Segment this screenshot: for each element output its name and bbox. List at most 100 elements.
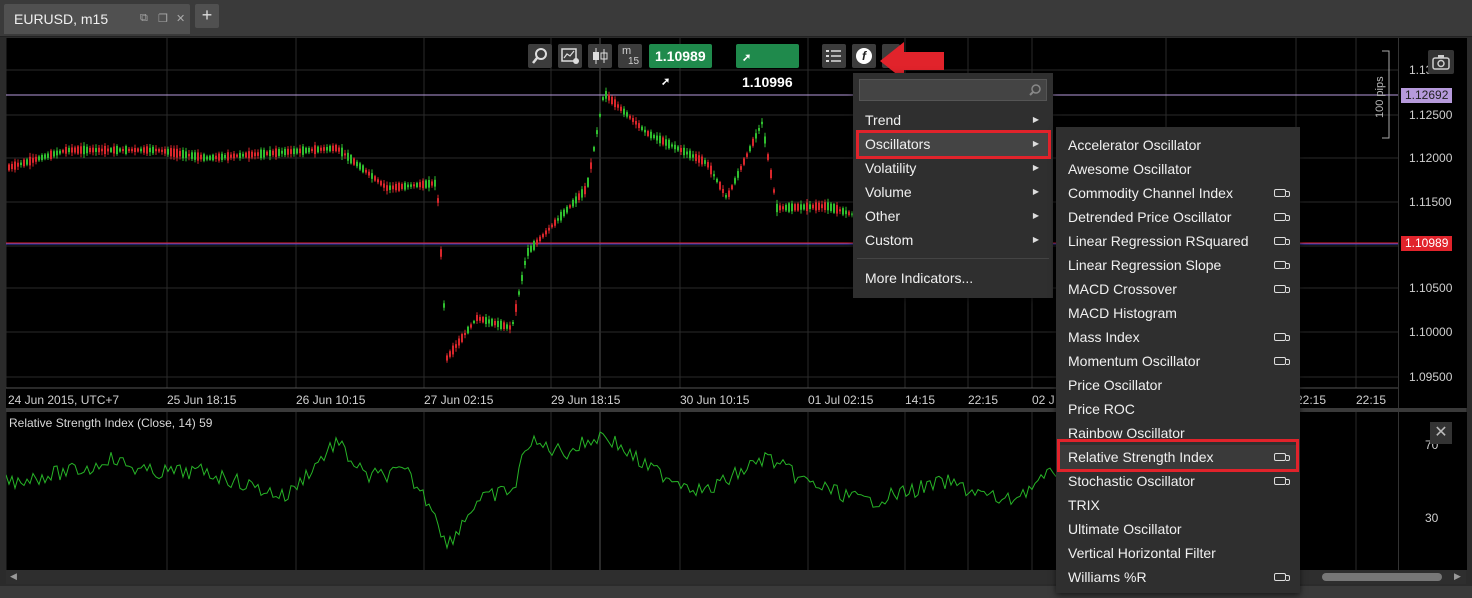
price-axis[interactable]: 1.130001.125001.120001.115001.110001.105… xyxy=(1398,38,1467,408)
time-tick: 25 Jun 18:15 xyxy=(167,393,237,407)
scroll-left-icon[interactable]: ◀ xyxy=(10,571,17,581)
zoom-button[interactable] xyxy=(528,44,552,68)
menu-item-more-indicators[interactable]: More Indicators... xyxy=(857,266,1049,290)
submenu-item[interactable]: MACD Crossover xyxy=(1060,277,1296,301)
submenu-item[interactable]: Williams %R xyxy=(1060,565,1296,589)
candle-body xyxy=(167,148,169,155)
close-indicator-button[interactable]: ✕ xyxy=(1430,422,1452,444)
popout-icon[interactable]: ⧉ xyxy=(140,12,148,24)
candle-body xyxy=(821,204,823,209)
video-tutorial-icon[interactable] xyxy=(1274,453,1290,461)
candle-body xyxy=(728,190,730,197)
candle-body xyxy=(542,234,544,238)
video-tutorial-icon[interactable] xyxy=(1274,189,1290,197)
submenu-item[interactable]: Ultimate Oscillator xyxy=(1060,517,1296,541)
restore-icon[interactable]: ❐ xyxy=(158,13,168,25)
submenu-item[interactable]: Stochastic Oscillator xyxy=(1060,469,1296,493)
time-tick: 29 Jun 18:15 xyxy=(551,393,621,407)
panel-splitter[interactable] xyxy=(6,408,1466,412)
candle-body xyxy=(668,139,670,149)
candle-body xyxy=(767,154,769,160)
candle-body xyxy=(278,148,280,156)
candle-body xyxy=(638,123,640,128)
video-tutorial-icon[interactable] xyxy=(1274,357,1290,365)
candle-body xyxy=(425,180,427,188)
submenu-item[interactable]: Price ROC xyxy=(1060,397,1296,421)
time-tick: 30 Jun 10:15 xyxy=(680,393,750,407)
submenu-item[interactable]: Price Oscillator xyxy=(1060,373,1296,397)
candle-body xyxy=(203,154,205,161)
sell-price: 1.10989 xyxy=(655,48,706,64)
candle-body xyxy=(65,146,67,154)
candle-body xyxy=(32,157,34,163)
video-tutorial-icon[interactable] xyxy=(1274,285,1290,293)
close-icon[interactable]: ✕ xyxy=(176,13,186,25)
submenu-item[interactable]: Momentum Oscillator xyxy=(1060,349,1296,373)
sell-button[interactable]: 1.10989 ➚ xyxy=(649,44,712,88)
candle-body xyxy=(761,121,763,125)
submenu-item[interactable]: Accelerator Oscillator xyxy=(1060,133,1296,157)
submenu-item[interactable]: TRIX xyxy=(1060,493,1296,517)
video-tutorial-icon[interactable] xyxy=(1274,477,1290,485)
candle-body xyxy=(359,163,361,170)
candle-body xyxy=(845,210,847,215)
add-tab-button[interactable]: + xyxy=(195,4,219,28)
candle-body xyxy=(431,181,433,186)
screenshot-button[interactable] xyxy=(1428,50,1454,74)
candle-body xyxy=(44,154,46,159)
submenu-item[interactable]: Rainbow Oscillator xyxy=(1060,421,1296,445)
submenu-item-label: TRIX xyxy=(1068,497,1100,513)
candle-body xyxy=(200,154,202,160)
candle-body xyxy=(86,146,88,154)
menu-item-other[interactable]: Other ▶ xyxy=(857,204,1049,228)
price-tick: 1.10000 xyxy=(1409,325,1453,339)
video-tutorial-icon[interactable] xyxy=(1274,213,1290,221)
submenu-item[interactable]: Vertical Horizontal Filter xyxy=(1060,541,1296,565)
submenu-item[interactable]: Detrended Price Oscillator xyxy=(1060,205,1296,229)
menu-item-trend[interactable]: Trend ▶ xyxy=(857,108,1049,132)
candle-body xyxy=(110,148,112,152)
scroll-right-icon[interactable]: ▶ xyxy=(1454,571,1461,581)
submenu-item[interactable]: Linear Regression RSquared xyxy=(1060,229,1296,253)
chart-tab[interactable]: EURUSD, m15 ⧉ ❐ ✕ xyxy=(4,4,190,34)
candle-body xyxy=(548,227,550,231)
timeframe-button[interactable]: m 15 xyxy=(618,44,642,68)
candle-body xyxy=(659,135,661,144)
candlestick-icon xyxy=(593,48,608,64)
submenu-item[interactable]: Mass Index xyxy=(1060,325,1296,349)
candle-body xyxy=(101,148,103,152)
candle-body xyxy=(182,149,184,159)
menu-item-volatility[interactable]: Volatility ▶ xyxy=(857,156,1049,180)
chart-settings-button[interactable] xyxy=(558,44,582,68)
submenu-item[interactable]: Linear Regression Slope xyxy=(1060,253,1296,277)
candle-body xyxy=(26,159,28,165)
buy-button[interactable]: ➚ 1.10996 xyxy=(736,44,799,90)
candle-body xyxy=(674,144,676,150)
submenu-item[interactable]: Commodity Channel Index xyxy=(1060,181,1296,205)
menu-item-volume[interactable]: Volume ▶ xyxy=(857,180,1049,204)
candle-body xyxy=(758,128,760,131)
submenu-item[interactable]: Relative Strength Index xyxy=(1060,445,1296,469)
indicators-button[interactable]: f xyxy=(852,44,876,68)
scroll-thumb[interactable] xyxy=(1322,573,1442,581)
menu-item-oscillators[interactable]: Oscillators ▶ xyxy=(857,132,1049,156)
video-tutorial-icon[interactable] xyxy=(1274,237,1290,245)
candle-body xyxy=(500,320,502,329)
candle-body xyxy=(74,147,76,153)
candle-body xyxy=(125,146,127,154)
indicator-search-input[interactable] xyxy=(859,79,1047,101)
video-tutorial-icon[interactable] xyxy=(1274,261,1290,269)
video-tutorial-icon[interactable] xyxy=(1274,573,1290,581)
trade-list-button[interactable] xyxy=(822,44,846,68)
submenu-item[interactable]: Awesome Oscillator xyxy=(1060,157,1296,181)
candle-body xyxy=(446,355,448,361)
candle-body xyxy=(344,153,346,156)
chart-type-button[interactable] xyxy=(588,44,612,68)
submenu-item[interactable]: MACD Histogram xyxy=(1060,301,1296,325)
candle-body xyxy=(611,96,613,105)
candle-body xyxy=(209,155,211,160)
video-tutorial-icon[interactable] xyxy=(1274,333,1290,341)
menu-item-custom[interactable]: Custom ▶ xyxy=(857,228,1049,252)
candle-body xyxy=(401,184,403,189)
submenu-item-label: MACD Crossover xyxy=(1068,281,1177,297)
